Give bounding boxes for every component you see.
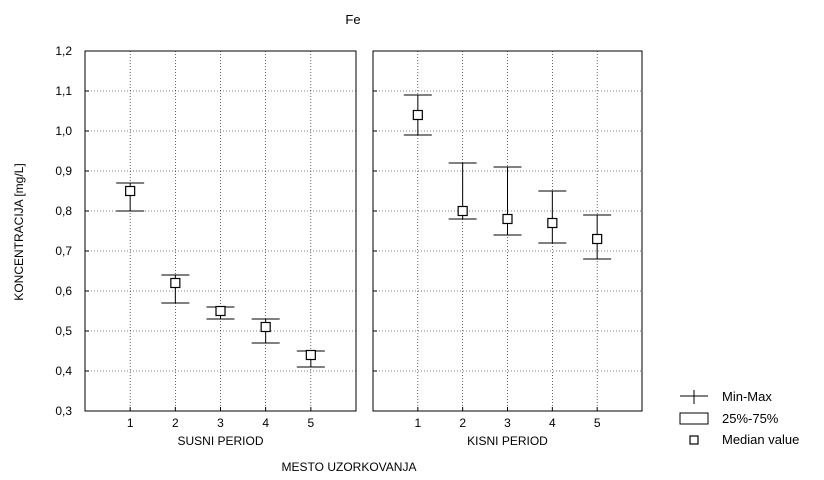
median-marker — [412, 109, 423, 121]
legend: Min-Max 25%-75% Median value — [679, 389, 799, 447]
y-tick-label: 1,1 — [55, 84, 72, 98]
y-tick-label: 1,0 — [55, 124, 72, 138]
x-tick-label: 2 — [459, 416, 466, 430]
y-tick-label: 1,2 — [55, 44, 72, 58]
x-tick-label: 1 — [127, 416, 134, 430]
y-tick-label: 0,5 — [55, 324, 72, 338]
x-tick-label: 2 — [172, 416, 179, 430]
x-tick-label: 4 — [262, 416, 269, 430]
y-tick-label: 0,8 — [55, 204, 72, 218]
y-tick-label: 0,3 — [55, 404, 72, 418]
y-tick-label: 0,6 — [55, 284, 72, 298]
median-marker — [502, 213, 513, 225]
legend-box-symbol — [679, 412, 709, 425]
panel-label: SUSNI PERIOD — [177, 434, 263, 448]
y-tick-label: 0,7 — [55, 244, 72, 258]
panel-2: 1 2 3 4 5 KISNI PERIOD — [372, 50, 643, 448]
median-marker — [592, 233, 603, 245]
median-marker — [260, 321, 271, 333]
x-tick-label: 3 — [217, 416, 224, 430]
median-marker — [547, 217, 558, 229]
median-marker — [215, 305, 226, 317]
chart-title: Fe — [345, 12, 360, 27]
median-marker — [125, 185, 136, 197]
legend-box-label: 25%-75% — [722, 411, 779, 426]
panels: 0,3 0,4 0,5 0,6 0,7 0,8 0,9 1,0 1,1 1,2 1 2 3 4 5 SUSNI… — [55, 44, 643, 448]
x-tick-label: 3 — [504, 416, 511, 430]
legend-median-symbol — [689, 435, 699, 445]
x-tick-label: 5 — [307, 416, 314, 430]
y-tick-label: 0,4 — [55, 364, 72, 378]
panel-1: 1 2 3 4 5 SUSNI PERIOD — [84, 50, 357, 448]
y-tick-label: 0,9 — [55, 164, 72, 178]
median-marker — [170, 277, 181, 289]
x-tick-label: 5 — [594, 416, 601, 430]
x-tick-label: 4 — [549, 416, 556, 430]
panel-label: KISNI PERIOD — [467, 434, 548, 448]
median-marker — [305, 349, 316, 361]
legend-median-label: Median value — [722, 432, 799, 447]
legend-minmax-label: Min-Max — [722, 389, 772, 404]
y-axis-label: KONCENTRACIJA [mg/L] — [12, 163, 26, 300]
x-axis-label: MESTO UZORKOVANJA — [282, 460, 417, 474]
median-marker — [457, 205, 468, 217]
x-tick-label: 1 — [414, 416, 421, 430]
